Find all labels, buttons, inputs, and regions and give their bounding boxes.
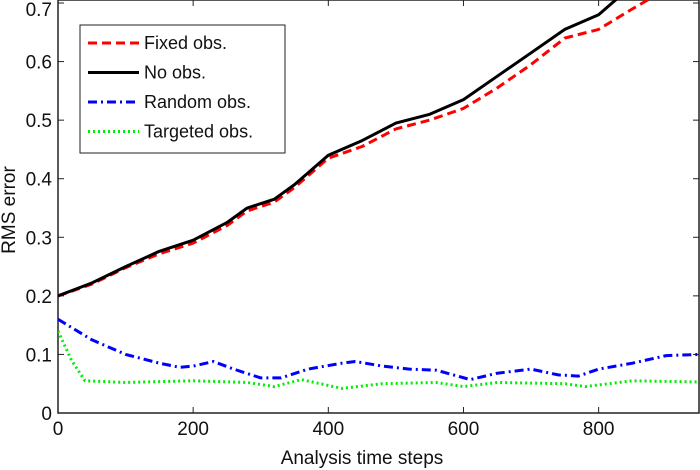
x-tick-label: 0 [53, 419, 64, 440]
axes: 0 200 400 600 800 0 0.1 0.2 0.3 0.4 0.5 0.6 0.7 [26, 0, 700, 440]
y-tick-label: 0.6 [26, 53, 52, 74]
x-tick-label: 600 [448, 419, 480, 440]
series-lines [58, 0, 700, 390]
x-tick-label: 800 [583, 419, 615, 440]
legend-label: Random obs. [144, 92, 251, 112]
y-tick-label: 0.5 [26, 111, 52, 132]
series-line-random-obs [58, 318, 700, 382]
y-tick-label: 0.1 [26, 345, 52, 366]
x-tick-label: 200 [177, 419, 209, 440]
y-tick-label: 0.4 [26, 170, 53, 191]
series-line-fixed-obs [58, 0, 651, 298]
legend-label: Fixed obs. [144, 33, 227, 53]
plot-frame [57, 0, 700, 414]
x-axis-label: Analysis time steps [281, 448, 444, 469]
series-line-targeted-obs [58, 330, 700, 390]
y-tick-label: 0 [41, 404, 52, 425]
y-tick-label: 0.2 [26, 287, 52, 308]
x-tick-label: 400 [312, 419, 344, 440]
series-line-no-obs [58, 0, 618, 298]
y-tick-label: 0.7 [26, 0, 52, 21]
legend-label: No obs. [144, 63, 206, 83]
legend-label: Targeted obs. [144, 122, 253, 142]
legend: Fixed obs. No obs. Random obs. Targeted obs… [79, 24, 286, 154]
y-tick-label: 0.3 [26, 228, 52, 249]
y-axis-label: RMS error [0, 166, 20, 254]
